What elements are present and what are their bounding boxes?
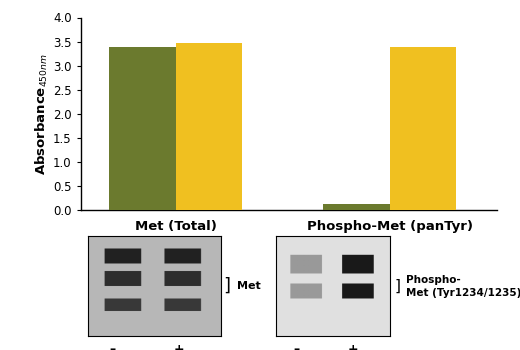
Bar	[109, 47, 176, 210]
Text: –: –	[109, 343, 115, 350]
Y-axis label: Absorbance$_{450nm}$: Absorbance$_{450nm}$	[34, 53, 50, 175]
Bar	[389, 47, 456, 210]
Bar	[323, 204, 389, 210]
Text: +: +	[348, 343, 359, 350]
Bar	[176, 42, 242, 210]
Text: ]: ]	[224, 277, 230, 295]
Text: Phospho-
Met (Tyr1234/1235): Phospho- Met (Tyr1234/1235)	[406, 274, 520, 298]
Text: +: +	[173, 343, 184, 350]
Text: ]: ]	[394, 279, 400, 294]
Text: –: –	[293, 343, 299, 350]
Text: Met: Met	[237, 281, 261, 291]
